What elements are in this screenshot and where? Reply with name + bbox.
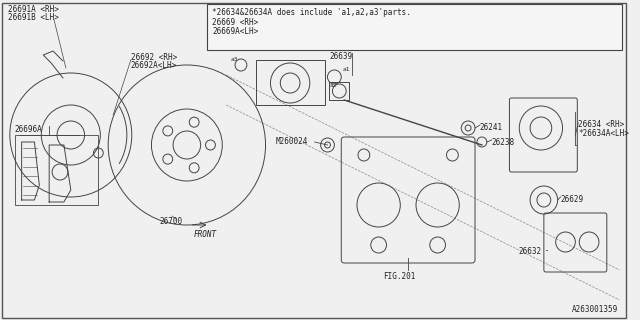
Text: FIG.201: FIG.201	[383, 272, 416, 281]
Text: *26634A<LH>: *26634A<LH>	[579, 129, 629, 138]
Bar	[330, 82, 349, 100]
Text: 26691A <RH>: 26691A <RH>	[8, 5, 59, 14]
Text: a2: a2	[330, 83, 337, 88]
Text: *26634&26634A does include 'a1,a2,a3'parts.: *26634&26634A does include 'a1,a2,a3'par…	[212, 8, 412, 17]
Text: 26700: 26700	[159, 217, 182, 226]
Text: M260024: M260024	[275, 137, 308, 146]
Text: FRONT: FRONT	[194, 230, 217, 239]
Text: 26692 <RH>: 26692 <RH>	[131, 53, 177, 62]
Text: 26241: 26241	[480, 123, 503, 132]
Text: a3: a3	[231, 57, 239, 62]
Text: 26696A: 26696A	[15, 125, 42, 134]
Text: 26692A<LH>: 26692A<LH>	[131, 61, 177, 70]
Bar	[15, 135, 99, 205]
Bar	[256, 60, 324, 105]
Text: 26669 <RH>: 26669 <RH>	[212, 18, 259, 27]
Text: 26639: 26639	[330, 52, 353, 61]
Text: 26238: 26238	[492, 138, 515, 147]
Text: 26691B <LH>: 26691B <LH>	[8, 13, 59, 22]
Text: A263001359: A263001359	[572, 305, 618, 314]
Text: 26632: 26632	[518, 247, 541, 256]
Text: a1: a1	[342, 67, 349, 72]
Bar	[207, 4, 621, 50]
Text: 26629: 26629	[561, 195, 584, 204]
Text: 26634 <RH>: 26634 <RH>	[579, 120, 625, 129]
Text: 26669A<LH>: 26669A<LH>	[212, 27, 259, 36]
